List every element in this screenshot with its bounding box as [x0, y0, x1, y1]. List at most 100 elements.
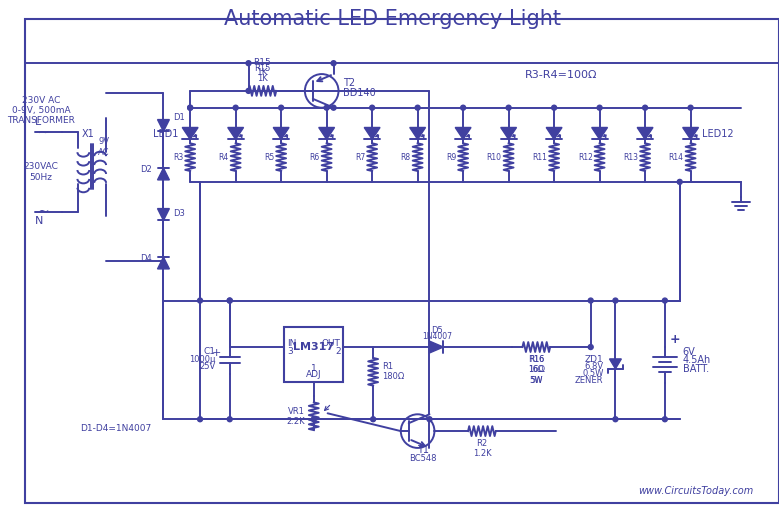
Text: ZENER: ZENER	[575, 376, 604, 385]
Text: TRANSFORMER: TRANSFORMER	[7, 116, 75, 125]
Text: ADJ: ADJ	[306, 370, 321, 379]
Circle shape	[415, 105, 420, 110]
Text: R16
16Ω
5W: R16 16Ω 5W	[529, 355, 544, 384]
Text: 9V
AC: 9V AC	[98, 138, 110, 157]
Text: ~: ~	[38, 126, 50, 140]
Text: 1000μ: 1000μ	[190, 355, 216, 364]
Text: R14: R14	[668, 153, 683, 162]
Text: IN: IN	[287, 339, 296, 348]
Text: 2: 2	[335, 348, 341, 356]
Text: R2
1.2K: R2 1.2K	[473, 439, 491, 458]
Text: N: N	[35, 217, 43, 227]
Circle shape	[688, 105, 693, 110]
Polygon shape	[430, 341, 443, 353]
Text: 1N4007: 1N4007	[423, 332, 452, 341]
Circle shape	[370, 417, 376, 421]
Text: R1
180Ω: R1 180Ω	[382, 362, 404, 381]
Text: VR1
2.2K: VR1 2.2K	[286, 406, 305, 426]
Text: R13: R13	[623, 153, 638, 162]
Circle shape	[588, 344, 593, 350]
Text: 230V AC: 230V AC	[22, 96, 60, 105]
Text: D1: D1	[173, 113, 185, 121]
Polygon shape	[609, 359, 622, 369]
Circle shape	[227, 417, 232, 421]
Circle shape	[370, 105, 374, 110]
Text: Automatic LED Emergency Light: Automatic LED Emergency Light	[225, 9, 562, 29]
Text: ZD1: ZD1	[585, 355, 604, 364]
Text: BATT.: BATT.	[682, 364, 709, 374]
Text: LM317: LM317	[293, 342, 335, 352]
Text: 1: 1	[311, 364, 317, 373]
Text: +: +	[212, 348, 222, 358]
Text: D4: D4	[140, 254, 151, 263]
Text: D3: D3	[173, 209, 185, 218]
Text: www.CircuitsToday.com: www.CircuitsToday.com	[639, 487, 754, 497]
Polygon shape	[158, 119, 169, 131]
Text: R10: R10	[487, 153, 502, 162]
Text: 6.8V: 6.8V	[584, 362, 604, 371]
Text: LED12: LED12	[703, 129, 734, 140]
Circle shape	[278, 105, 284, 110]
Text: C1: C1	[204, 347, 216, 356]
Text: BC548: BC548	[409, 454, 436, 463]
Text: BD140: BD140	[343, 88, 376, 98]
Text: R3-R4=100Ω: R3-R4=100Ω	[525, 70, 597, 80]
Circle shape	[311, 417, 316, 421]
Polygon shape	[682, 128, 699, 139]
Circle shape	[324, 105, 329, 110]
Text: R15
1K: R15 1K	[254, 64, 271, 83]
Circle shape	[613, 417, 618, 421]
Polygon shape	[319, 128, 335, 139]
Circle shape	[461, 105, 466, 110]
Circle shape	[662, 417, 668, 421]
Text: 0.5W: 0.5W	[582, 369, 604, 378]
Text: 230VAC
50Hz: 230VAC 50Hz	[23, 162, 58, 182]
Polygon shape	[456, 128, 471, 139]
Polygon shape	[546, 128, 562, 139]
Text: X1: X1	[82, 129, 94, 140]
Text: R16
16Ω
5W: R16 16Ω 5W	[528, 355, 544, 384]
Text: OUT: OUT	[321, 339, 341, 348]
Circle shape	[427, 417, 432, 421]
Circle shape	[613, 298, 618, 303]
Circle shape	[227, 298, 232, 303]
Polygon shape	[273, 128, 289, 139]
Text: ~: ~	[38, 205, 50, 218]
Polygon shape	[158, 168, 169, 180]
Polygon shape	[501, 128, 516, 139]
Circle shape	[677, 179, 682, 184]
Polygon shape	[183, 128, 198, 139]
Text: R9: R9	[446, 153, 456, 162]
Text: R7: R7	[355, 153, 365, 162]
Text: R12: R12	[578, 153, 593, 162]
Text: R15
1K: R15 1K	[254, 58, 271, 77]
Polygon shape	[228, 128, 243, 139]
Circle shape	[188, 105, 193, 110]
Text: LED1: LED1	[153, 129, 179, 140]
Text: D2: D2	[140, 165, 151, 174]
Text: 6V: 6V	[682, 347, 696, 357]
Text: D1-D4=1N4007: D1-D4=1N4007	[80, 424, 151, 433]
Circle shape	[597, 105, 602, 110]
Text: 0-9V, 500mA: 0-9V, 500mA	[12, 106, 70, 115]
Circle shape	[643, 105, 647, 110]
Polygon shape	[364, 128, 380, 139]
Circle shape	[551, 105, 557, 110]
Polygon shape	[592, 128, 608, 139]
Text: 3: 3	[287, 348, 292, 356]
Text: R5: R5	[264, 153, 275, 162]
Circle shape	[331, 61, 336, 66]
Circle shape	[331, 105, 336, 110]
Polygon shape	[410, 128, 426, 139]
Circle shape	[227, 298, 232, 303]
Circle shape	[197, 298, 203, 303]
Text: R11: R11	[532, 153, 548, 162]
Text: R4: R4	[218, 153, 229, 162]
Bar	[284, 327, 343, 382]
Polygon shape	[637, 128, 653, 139]
Circle shape	[188, 105, 193, 110]
Polygon shape	[158, 257, 169, 269]
Text: T2: T2	[343, 78, 356, 88]
Circle shape	[588, 298, 593, 303]
Circle shape	[662, 298, 668, 303]
